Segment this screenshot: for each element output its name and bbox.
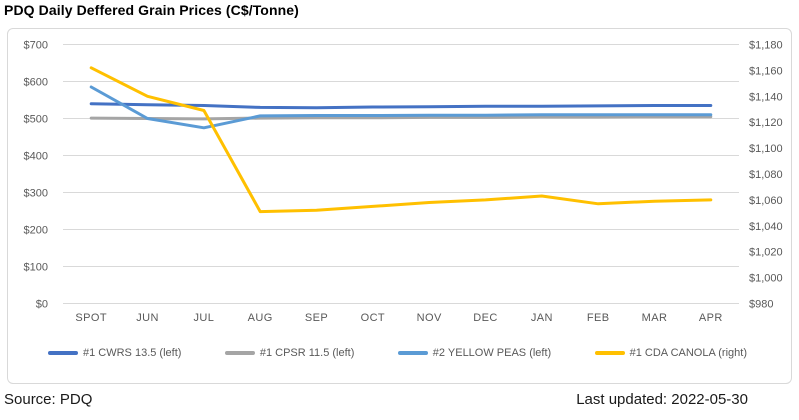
- x-axis-category-label: SEP: [305, 312, 328, 324]
- right-axis-tick-label: $1,100: [749, 143, 783, 155]
- right-axis-tick-label: $1,140: [749, 91, 783, 103]
- legend-item-2: #2 YELLOW PEAS (left): [397, 347, 552, 359]
- x-axis-category-label: MAR: [642, 312, 668, 324]
- legend-swatch-icon: [594, 351, 625, 355]
- legend-item-0: #1 CWRS 13.5 (left): [48, 347, 181, 359]
- last-updated-label: Last updated: 2022-05-30: [576, 391, 748, 408]
- price-line-chart: $0 $100 $200 $300 $400 $500 $600 $700 $980 $1,000…: [24, 40, 783, 325]
- left-axis-tick-label: $0: [36, 299, 48, 311]
- right-axis-tick-label: $1,160: [749, 65, 783, 77]
- series-line-3: [89, 66, 713, 214]
- right-axis-tick-label: $1,040: [749, 221, 783, 233]
- left-axis-tick-label: $400: [24, 151, 48, 163]
- right-axis-tick-label: $1,080: [749, 169, 783, 181]
- left-axis-tick-label: $300: [24, 188, 48, 200]
- legend-swatch-icon: [48, 351, 78, 355]
- left-axis-tick-label: $700: [24, 40, 48, 52]
- x-axis-category-label: JAN: [531, 312, 553, 324]
- x-axis-category-label: AUG: [248, 312, 273, 324]
- legend-item-1: #1 CPSR 11.5 (left): [224, 347, 355, 359]
- x-axis-category-label: OCT: [361, 312, 385, 324]
- x-axis-category-label: JUN: [136, 312, 159, 324]
- x-axis-category-label: JUL: [193, 312, 214, 324]
- left-axis-tick-label: $100: [24, 262, 48, 274]
- left-axis-tick-label: $200: [24, 225, 48, 237]
- chart-title: PDQ Daily Deffered Grain Prices (C$/Tonn…: [4, 2, 299, 18]
- x-axis-category-label: NOV: [417, 312, 442, 324]
- source-label: Source: PDQ: [4, 391, 93, 408]
- x-axis-category-label: FEB: [587, 312, 610, 324]
- legend-label: #1 CPSR 11.5 (left): [259, 347, 355, 359]
- series-line-1: [89, 115, 713, 121]
- x-axis-category-label: SPOT: [75, 312, 107, 324]
- legend-label: #2 YELLOW PEAS (left): [432, 347, 552, 359]
- x-axis-category-label: DEC: [473, 312, 497, 324]
- right-axis-tick-label: $1,000: [749, 273, 783, 285]
- legend-label: #1 CWRS 13.5 (left): [83, 347, 182, 359]
- series-line-0: [89, 102, 713, 110]
- legend-swatch-icon: [397, 351, 428, 355]
- legend-item-3: #1 CDA CANOLA (right): [594, 347, 747, 359]
- left-axis-tick-label: $600: [24, 77, 48, 89]
- legend-label: #1 CDA CANOLA (right): [629, 347, 747, 359]
- chart-legend: #1 CWRS 13.5 (left) #1 CPSR 11.5 (left) #2…: [8, 347, 791, 359]
- right-axis-tick-label: $1,180: [749, 40, 783, 52]
- right-axis-tick-label: $980: [749, 299, 773, 311]
- legend-swatch-icon: [224, 351, 255, 355]
- x-axis-category-label: APR: [699, 312, 723, 324]
- right-axis-tick-label: $1,120: [749, 117, 783, 129]
- right-axis-tick-label: $1,020: [749, 247, 783, 259]
- right-axis-tick-label: $1,060: [749, 195, 783, 207]
- chart-area: $0 $100 $200 $300 $400 $500 $600 $700 $980 $1,000…: [7, 28, 792, 384]
- series-line-2: [89, 85, 713, 130]
- left-axis-tick-label: $500: [24, 114, 48, 126]
